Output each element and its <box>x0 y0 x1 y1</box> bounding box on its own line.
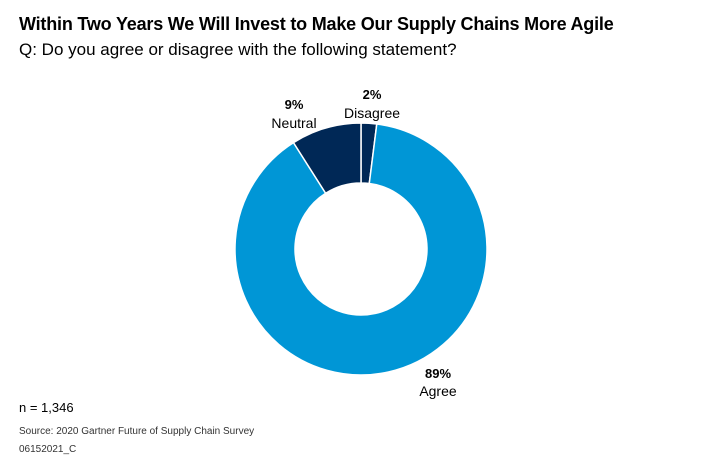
slice-name-label-neutral: Neutral <box>271 115 316 131</box>
slice-agree <box>234 123 488 376</box>
source-note: Source: 2020 Gartner Future of Supply Ch… <box>19 426 255 437</box>
chart-subtitle: Q: Do you agree or disagree with the fol… <box>19 40 457 59</box>
slice-value-label-neutral: 9% <box>285 97 304 112</box>
figure-code: 06152021_C <box>19 444 77 455</box>
slice-name-label-disagree: Disagree <box>344 105 400 121</box>
slice-value-label-agree: 89% <box>425 366 451 381</box>
chart-title: Within Two Years We Will Invest to Make … <box>19 14 614 34</box>
slice-name-label-agree: Agree <box>419 383 457 399</box>
slice-value-label-disagree: 2% <box>363 87 382 102</box>
slice-neutral <box>292 122 362 195</box>
sample-size: n = 1,346 <box>19 400 74 415</box>
